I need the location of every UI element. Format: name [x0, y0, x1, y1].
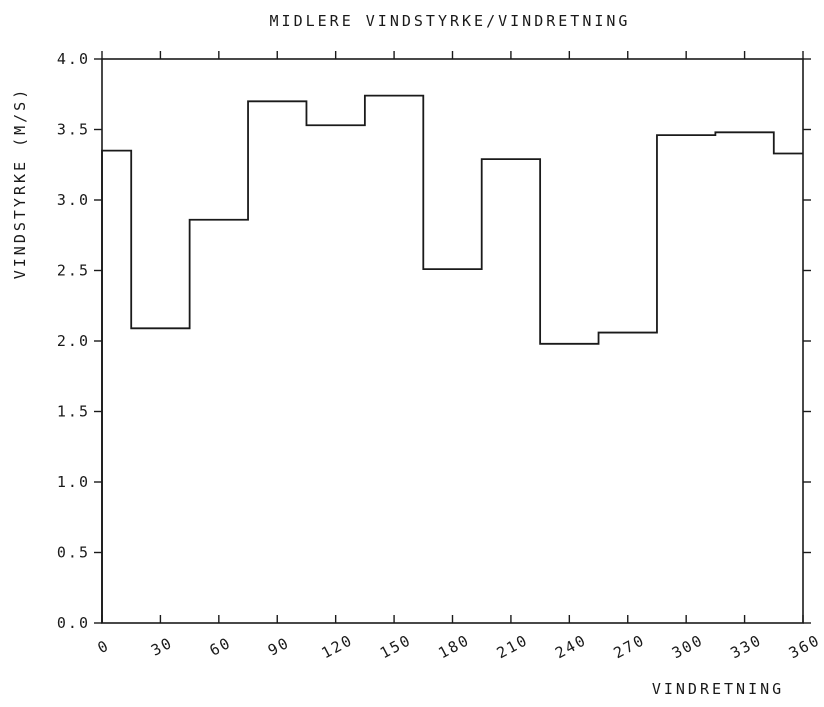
- x-tick-label: 0: [95, 636, 113, 657]
- x-tick-label: 300: [669, 631, 707, 662]
- y-tick-label: 3.5: [57, 121, 90, 139]
- x-tick-label: 210: [494, 631, 532, 662]
- y-tick-label: 3.0: [57, 191, 90, 209]
- y-tick-label: 1.5: [57, 403, 90, 421]
- y-axis-tick-labels: 0.0 0.5 1.0 1.5 2.0 2.5 3.0 3.5 4.0: [57, 50, 90, 632]
- wind-speed-step-line: [101, 94, 803, 623]
- x-tick-label: 150: [377, 631, 415, 662]
- y-axis-ticks: [94, 58, 811, 624]
- y-tick-label: 0.0: [57, 614, 90, 632]
- x-tick-label: 360: [786, 631, 824, 662]
- series-group: [101, 94, 803, 623]
- x-tick-label: 90: [265, 633, 293, 659]
- y-tick-label: 1.0: [57, 473, 90, 491]
- y-tick-label: 2.0: [57, 332, 90, 350]
- plot-border: [101, 58, 804, 624]
- x-axis-label: VINDRETNING: [652, 680, 784, 698]
- chart-title: MIDLERE VINDSTYRKE/VINDRETNING: [270, 12, 631, 30]
- x-tick-label: 240: [552, 631, 590, 662]
- x-axis-ticks: [101, 51, 804, 623]
- x-tick-label: 180: [435, 631, 473, 662]
- y-tick-label: 2.5: [57, 262, 90, 280]
- x-tick-label: 30: [148, 633, 176, 659]
- x-tick-label: 60: [207, 633, 235, 659]
- plot-frame: [101, 58, 804, 624]
- y-axis-label: VINDSTYRKE (M/S): [11, 87, 29, 280]
- x-axis-tick-labels: 0 30 60 90 120 150 180 210 240 270 300 330 360: [95, 631, 824, 662]
- x-tick-label: 330: [727, 631, 765, 662]
- x-tick-label: 120: [318, 631, 356, 662]
- x-tick-label: 270: [611, 631, 649, 662]
- y-tick-label: 4.0: [57, 50, 90, 68]
- y-tick-label: 0.5: [57, 544, 90, 562]
